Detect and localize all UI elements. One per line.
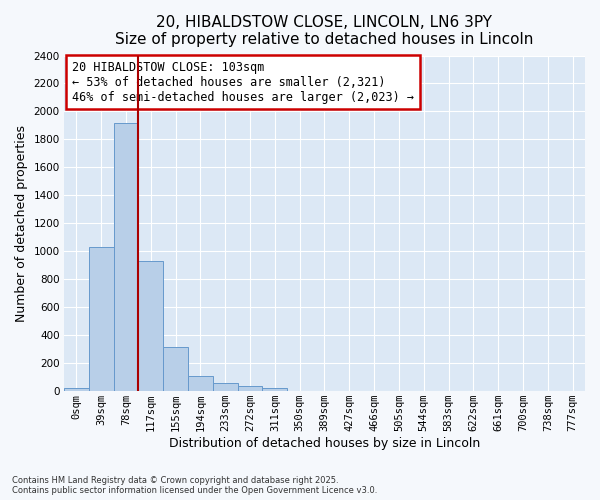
Bar [163, 347, 188, 391]
Bar [188, 376, 213, 391]
Bar [238, 386, 262, 391]
X-axis label: Distribution of detached houses by size in Lincoln: Distribution of detached houses by size … [169, 437, 480, 450]
Bar [262, 388, 287, 391]
Text: Contains HM Land Registry data © Crown copyright and database right 2025.
Contai: Contains HM Land Registry data © Crown c… [12, 476, 377, 495]
Y-axis label: Number of detached properties: Number of detached properties [15, 125, 28, 322]
Bar [89, 247, 113, 391]
Bar [113, 122, 139, 391]
Bar [213, 383, 238, 391]
Bar [64, 388, 89, 391]
Text: 20 HIBALDSTOW CLOSE: 103sqm
← 53% of detached houses are smaller (2,321)
46% of : 20 HIBALDSTOW CLOSE: 103sqm ← 53% of det… [72, 60, 414, 104]
Title: 20, HIBALDSTOW CLOSE, LINCOLN, LN6 3PY
Size of property relative to detached hou: 20, HIBALDSTOW CLOSE, LINCOLN, LN6 3PY S… [115, 15, 533, 48]
Bar [139, 261, 163, 391]
